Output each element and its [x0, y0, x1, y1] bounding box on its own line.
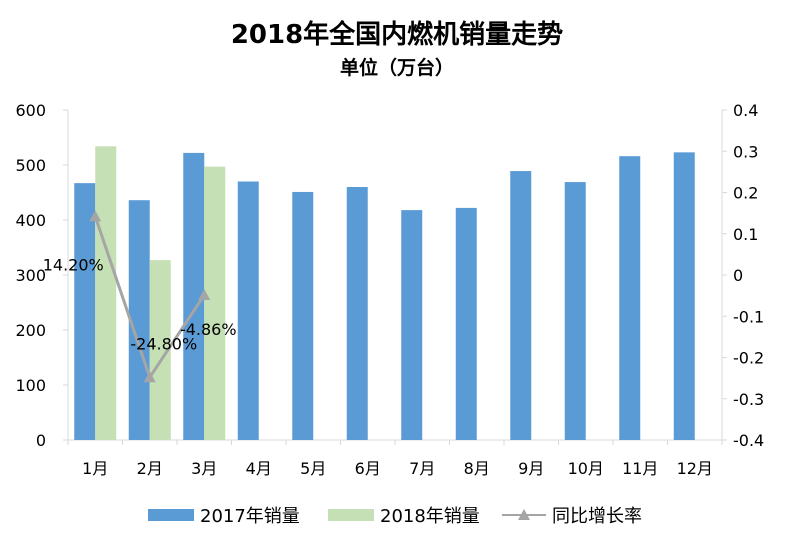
legend-label-2018: 2018年销量 [380, 506, 480, 527]
growth-data-label: -24.80% [130, 334, 197, 353]
x-tick-label: 5月 [300, 459, 326, 478]
growth-line [89, 210, 211, 383]
chart-title: 2018年全国内燃机销量走势 [230, 20, 564, 50]
bars [74, 146, 695, 441]
left-tick-label: 300 [15, 266, 46, 285]
left-tick-label: 0 [36, 431, 46, 450]
bar-2018 [204, 166, 226, 440]
growth-marker-triangle-icon [143, 371, 156, 383]
bar-2017 [510, 171, 532, 441]
bar-2017 [564, 182, 586, 441]
right-tick-label: 0.3 [733, 142, 758, 161]
x-tick-label: 1月 [82, 459, 108, 478]
x-tick-label: 3月 [191, 459, 217, 478]
bar-2017 [346, 187, 368, 440]
left-tick-label: 600 [15, 101, 46, 120]
legend-label-growth: 同比增长率 [552, 506, 642, 527]
left-tick-label: 400 [15, 211, 46, 230]
right-tick-label: 0.2 [733, 184, 758, 203]
x-tick-label: 4月 [246, 459, 272, 478]
bar-2017 [128, 200, 150, 440]
right-tick-label: -0.3 [733, 390, 764, 409]
right-tick-label: 0.1 [733, 225, 758, 244]
left-tick-label: 200 [15, 321, 46, 340]
bar-2017 [401, 210, 423, 440]
legend: 2017年销量 2018年销量 同比增长率 [0, 500, 794, 530]
legend-item-2018: 2018年销量 [328, 500, 480, 530]
bar-2017 [183, 152, 205, 440]
legend-label-2017: 2017年销量 [200, 506, 300, 527]
right-tick-label: -0.2 [733, 349, 764, 368]
bar-2018 [149, 260, 171, 440]
x-tick-label: 2月 [137, 459, 163, 478]
legend-swatch-2017 [148, 509, 194, 521]
growth-data-label: -4.86% [180, 320, 237, 339]
growth-data-label: 14.20% [43, 255, 104, 274]
right-tick-label: 0 [733, 266, 743, 285]
left-tick-label: 100 [15, 376, 46, 395]
legend-swatch-2018 [328, 509, 374, 521]
right-tick-label: -0.4 [733, 431, 764, 450]
growth-marker-triangle-icon [89, 210, 102, 222]
growth-marker-triangle-icon [198, 289, 211, 301]
bar-2017 [673, 152, 695, 440]
legend-item-2017: 2017年销量 [148, 500, 300, 530]
bar-2017 [237, 181, 259, 440]
x-tick-label: 6月 [355, 459, 381, 478]
legend-item-growth: 同比增长率 [502, 500, 642, 530]
right-tick-label: -0.1 [733, 307, 764, 326]
chart-subtitle: 单位（万台） [339, 57, 454, 79]
bar-2017 [619, 156, 641, 440]
legend-line-triangle-icon [502, 509, 546, 521]
bar-2017 [74, 183, 96, 440]
right-tick-label: 0.4 [733, 101, 758, 120]
left-tick-label: 500 [15, 156, 46, 175]
x-tick-label: 10月 [568, 459, 604, 478]
x-tick-label: 11月 [622, 459, 658, 478]
x-tick-label: 9月 [518, 459, 544, 478]
x-tick-label: 12月 [677, 459, 713, 478]
x-tick-label: 7月 [409, 459, 435, 478]
bar-2017 [292, 191, 314, 440]
labels: 14.20% -24.80%-4.86% [43, 255, 237, 353]
x-tick-label: 8月 [464, 459, 490, 478]
axes: 0 100 200 300 400 500 600 -0.4 -0.3 -0.2 -0.1 0 0.1 0… [15, 101, 764, 478]
bar-2018 [95, 146, 117, 441]
bar-2017 [455, 207, 477, 440]
chart-plot: 0 100 200 300 400 500 600 -0.4 -0.3 -0.2 -0.1 0 0.1 0… [15, 101, 764, 478]
